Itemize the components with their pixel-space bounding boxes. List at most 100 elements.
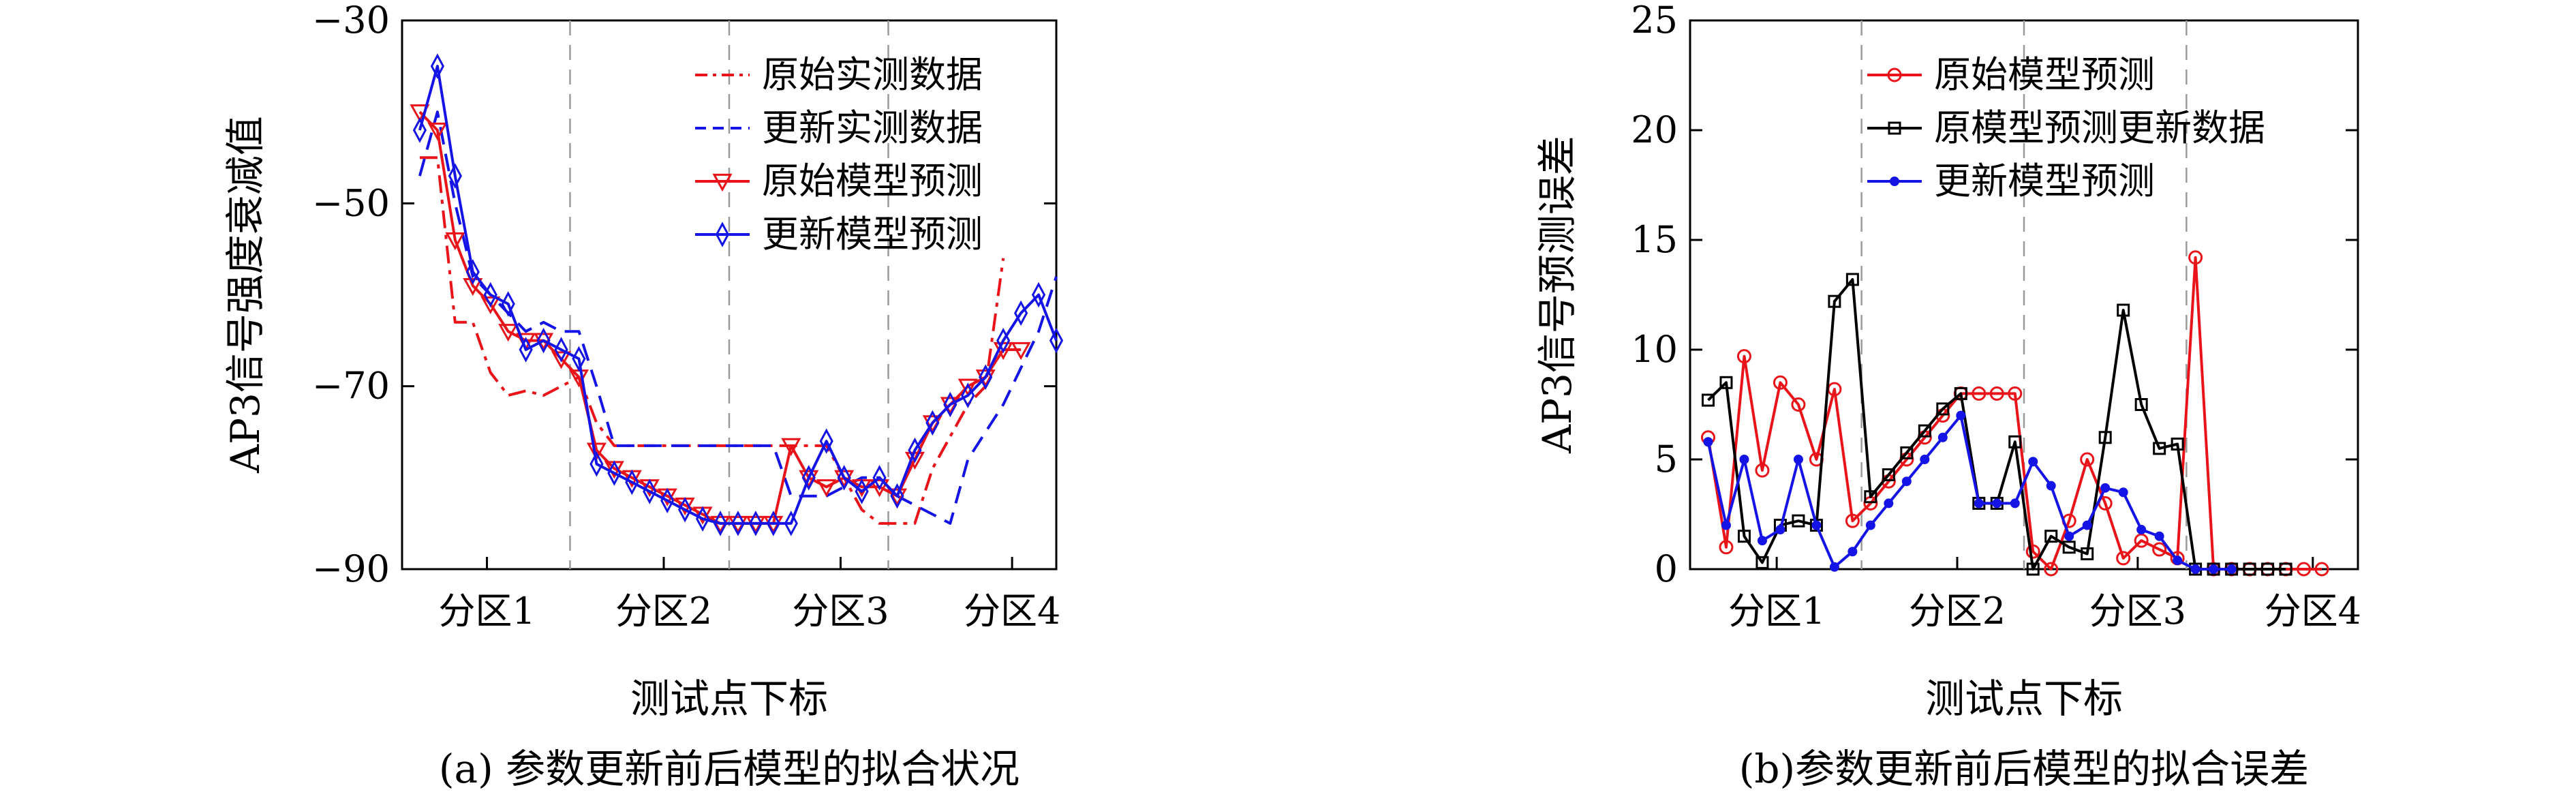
panel-a-ytick-label: −50: [312, 181, 390, 224]
panel-b-data-point: [1829, 562, 1839, 572]
panel-b-data-point: [1811, 520, 1822, 530]
panel-b-data-point: [2081, 547, 2094, 560]
panel-a-data-point: [975, 369, 996, 388]
panel-b-xtick-label: 分区3: [2089, 590, 2186, 633]
panel-a-data-point: [713, 511, 728, 536]
panel-a-legend-label: 原始模型预测: [762, 160, 983, 202]
panel-b-data-point: [1775, 525, 1785, 535]
panel-a-series-line: [418, 65, 1058, 525]
panel-a-data-point: [607, 460, 622, 486]
panel-a-data-point: [979, 364, 993, 391]
panel-a-series-1: [418, 110, 1058, 525]
panel-a-data-point: [1011, 341, 1031, 361]
panel-a-series: [410, 53, 1064, 536]
panel-b-xtick-label: 分区4: [2265, 590, 2361, 633]
panel-a-data-point: [1049, 327, 1064, 354]
panel-b-data-point: [2008, 435, 2022, 449]
panel-a-data-point: [940, 397, 960, 415]
panel-b-data-point: [2010, 498, 2020, 508]
panel-b-data-point: [2154, 531, 2164, 541]
panel-a-ytick-label: −70: [312, 365, 390, 408]
panel-b-data-point: [2226, 564, 2237, 574]
panel-b-data-point: [2152, 542, 2167, 557]
panel-b-data-point: [2046, 481, 2056, 491]
panel-a-data-point: [586, 442, 607, 461]
panel-a-data-point: [554, 337, 568, 363]
panel-b-ytick-label: 15: [1631, 218, 1678, 261]
panel-b-data-point: [1974, 498, 1984, 508]
panel-a-data-point: [427, 122, 448, 141]
panel-a: −30 −50 −70 −90 分区1 分区2 分区3 分区4 原始实测数据更新实测数据原始模…: [222, 0, 1064, 792]
panel-a-xtick-label: 分区1: [438, 590, 535, 633]
panel-b-data-point: [2173, 556, 2183, 566]
panel-a-data-point: [501, 291, 515, 317]
panel-b-legend-marker: [1887, 67, 1902, 82]
panel-b-data-point: [2026, 562, 2040, 576]
panel-b-data-point: [2044, 530, 2058, 543]
panel-b: 0 5 10 15 20 25 分区1 分区2 分区3 分区4 原始模型预测原模型预测更新数据更新…: [1534, 0, 2361, 792]
panel-b-xtick-label: 分区1: [1728, 590, 1825, 633]
panel-a-data-point: [643, 479, 657, 504]
panel-a-data-point: [943, 391, 957, 418]
panel-a-ylabel: AP3信号强度衰减值: [222, 116, 269, 474]
panel-a-data-point: [816, 479, 837, 498]
panel-b-data-point: [1920, 455, 1930, 464]
panel-b-data-point: [1755, 463, 1770, 478]
panel-b-data-point: [2190, 564, 2201, 574]
panel-b-series-1: [1701, 273, 2293, 576]
panel-a-data-point: [784, 511, 798, 536]
panel-a-xlabel: 测试点下标: [630, 675, 828, 722]
panel-a-data-point: [834, 470, 855, 488]
panel-b-data-point: [2080, 452, 2095, 467]
panel-a-data-point: [445, 232, 465, 251]
panel-b-data-point: [2044, 562, 2059, 577]
panel-b-data-point: [1884, 498, 1894, 508]
panel-b-legend-label: 更新模型预测: [1934, 160, 2155, 202]
panel-b-data-point: [1739, 455, 1749, 464]
panel-b-data-point: [2188, 250, 2203, 265]
panel-a-data-point: [731, 511, 746, 536]
panel-b-data-point: [2279, 562, 2293, 576]
panel-b-data-point: [1793, 455, 1803, 464]
panel-a-data-point: [961, 382, 975, 408]
panel-a-data-point: [1031, 282, 1046, 308]
panel-b-data-point: [1845, 513, 1860, 528]
panel-b-data-point: [1901, 476, 1912, 487]
panel-a-data-point: [908, 437, 922, 464]
panel-b-legend-label: 原始模型预测: [1934, 53, 2155, 96]
panel-a-ytick-label: −30: [312, 0, 390, 42]
panel-b-legend-label: 原模型预测更新数据: [1934, 106, 2265, 149]
panel-a-data-point: [498, 324, 519, 342]
panel-b-data-point: [2028, 457, 2038, 467]
panel-a-series-3: [412, 53, 1064, 536]
panel-a-data-point: [887, 488, 908, 506]
panel-b-data-point: [1847, 547, 1858, 557]
panel-b-data-point: [1719, 540, 1734, 555]
panel-a-zone-dividers: [569, 20, 889, 569]
panel-a-data-point: [748, 511, 763, 536]
panel-a-data-point: [801, 465, 816, 491]
panel-a-data-point: [695, 506, 710, 532]
panel-b-data-point: [2118, 487, 2128, 498]
panel-a-legend-label: 更新实测数据: [762, 106, 983, 149]
panel-a-data-point: [465, 259, 480, 285]
panel-a-xtick-label: 分区2: [615, 590, 712, 633]
panel-b-data-point: [2297, 562, 2312, 577]
panel-b-data-point: [2134, 533, 2149, 548]
panel-a-legend-label: 更新模型预测: [762, 213, 983, 256]
panel-b-data-point: [2025, 544, 2040, 559]
panel-b-ytick-label: 20: [1631, 108, 1678, 151]
panel-b-ticks: 0 5 10 15 20 25 分区1 分区2 分区3 分区4: [1631, 0, 2361, 633]
panel-b-data-point: [2136, 525, 2147, 535]
panel-b-legend-marker: [1888, 121, 1901, 135]
panel-a-ticks: −30 −50 −70 −90 分区1 分区2 分区3 分区4: [312, 0, 1060, 633]
panel-a-data-point: [519, 337, 533, 363]
panel-b-data-point: [1918, 424, 1931, 438]
panel-a-data-point: [430, 53, 444, 79]
panel-b-data-point: [1701, 393, 1715, 407]
panel-b-data-point: [2100, 483, 2111, 493]
panel-b-data-point: [1937, 432, 1948, 442]
panel-b-data-point: [1736, 349, 1751, 364]
panel-b-data-point: [1737, 530, 1751, 543]
panel-b-data-point: [1809, 519, 1823, 532]
